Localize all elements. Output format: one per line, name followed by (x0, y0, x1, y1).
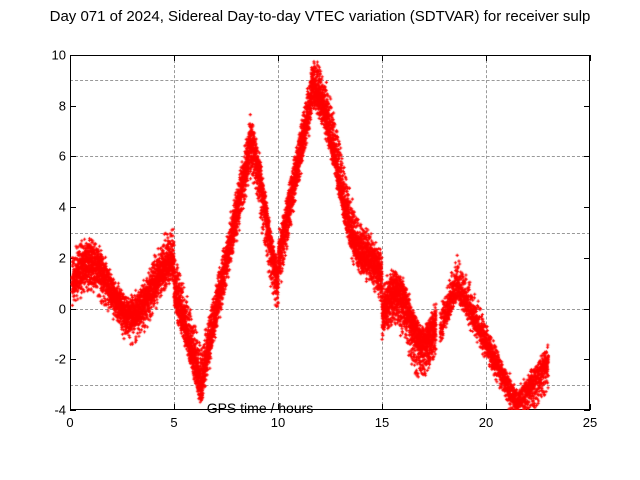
x-tick-15: 15 (375, 415, 389, 430)
x-tick-25: 25 (583, 415, 597, 430)
y-tick-2: 2 (42, 250, 66, 265)
y-tick-6: 6 (42, 149, 66, 164)
y-tick-4: 4 (42, 200, 66, 215)
y-tick-neg2: -2 (42, 352, 66, 367)
x-axis-label: GPS time / hours (0, 400, 520, 416)
scatter-data-canvas (70, 55, 590, 410)
chart-container: Day 071 of 2024, Sidereal Day-to-day VTE… (0, 0, 640, 480)
y-tick-10: 10 (42, 48, 66, 63)
chart-title: Day 071 of 2024, Sidereal Day-to-day VTE… (0, 8, 640, 25)
plot-area: 0 5 10 15 20 25 -4 -2 0 2 4 6 8 10 (70, 55, 590, 410)
x-tick-5: 5 (170, 415, 177, 430)
y-tick-0: 0 (42, 301, 66, 316)
x-tick-20: 20 (479, 415, 493, 430)
y-tick-8: 8 (42, 98, 66, 113)
x-tick-0: 0 (66, 415, 73, 430)
x-tick-10: 10 (271, 415, 285, 430)
